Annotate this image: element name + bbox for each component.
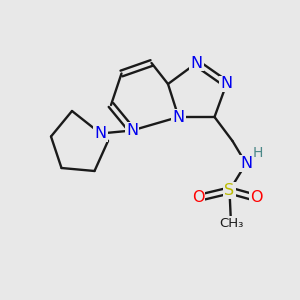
Text: N: N: [126, 123, 138, 138]
Text: N: N: [190, 56, 202, 70]
Text: H: H: [253, 146, 263, 160]
Text: O: O: [250, 190, 263, 206]
Text: N: N: [240, 156, 252, 171]
Text: O: O: [192, 190, 204, 206]
Text: N: N: [94, 126, 106, 141]
Text: S: S: [224, 183, 235, 198]
Text: N: N: [220, 76, 232, 92]
Text: CH₃: CH₃: [219, 217, 243, 230]
Text: N: N: [172, 110, 184, 124]
